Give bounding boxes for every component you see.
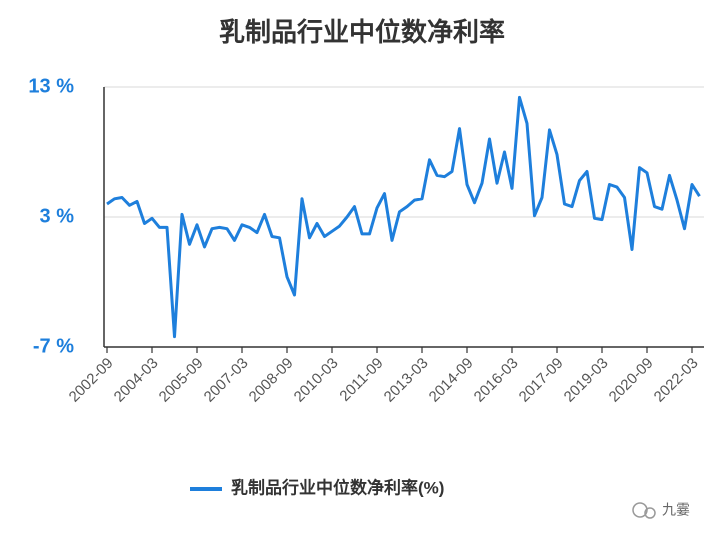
x-tick-label: 2016-03 bbox=[471, 355, 522, 406]
x-tick-label: 2008-09 bbox=[246, 355, 297, 406]
data-line bbox=[106, 95, 701, 339]
x-tick-label: 2004-03 bbox=[111, 355, 162, 406]
x-tick-label: 2017-09 bbox=[516, 355, 567, 406]
watermark: 九霎 bbox=[662, 502, 690, 518]
x-tick-label: 2011-09 bbox=[336, 355, 386, 405]
x-tick-label: 2014-09 bbox=[426, 355, 477, 406]
x-tick-label: 2020-09 bbox=[606, 355, 657, 406]
legend-label: 乳制品行业中位数净利率(%) bbox=[231, 477, 444, 497]
chart-title: 乳制品行业中位数净利率 bbox=[219, 17, 505, 47]
x-tick-label: 2013-03 bbox=[381, 355, 432, 406]
y-tick-label: 3 % bbox=[40, 205, 75, 227]
y-tick-label: 13 % bbox=[28, 75, 74, 97]
x-tick-label: 2019-03 bbox=[561, 355, 612, 406]
x-tick-label: 2005-09 bbox=[156, 355, 207, 406]
x-tick-label: 2022-03 bbox=[651, 355, 702, 406]
x-tick-label: 2010-03 bbox=[291, 355, 342, 406]
y-tick-label: -7 % bbox=[33, 335, 74, 357]
x-tick-label: 2007-03 bbox=[201, 355, 252, 406]
x-tick-label: 2002-09 bbox=[66, 355, 117, 406]
watermark-icon bbox=[632, 502, 656, 519]
